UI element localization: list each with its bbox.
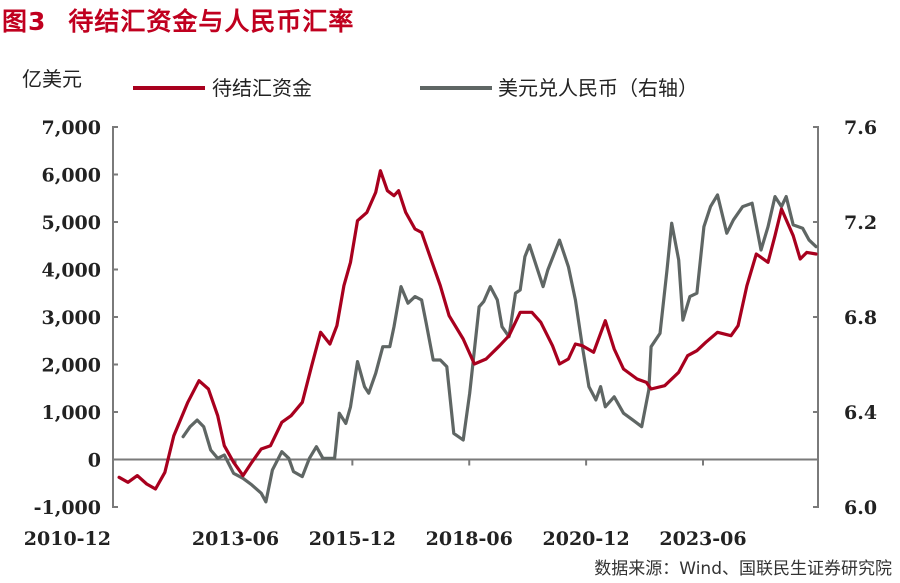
tick-labels: 7,000 6,000 5,000 4,000 3,000 2,000 1,000 0 -1,0…: [24, 117, 877, 550]
series-line-settlement-funds: [117, 169, 818, 491]
x-tick-label: 2023-06: [659, 528, 746, 550]
left-axis-unit: 亿美元: [22, 67, 82, 91]
legend: 待结汇资金 美元兑人民币（右轴）: [133, 76, 698, 100]
figure-title: 图3 待结汇资金与人民币汇率: [2, 2, 354, 38]
left-tick-label: 4,000: [42, 260, 102, 282]
right-tick-label: 6.4: [844, 402, 877, 424]
left-tick-label: 5,000: [42, 212, 102, 234]
legend-label-red: 待结汇资金: [212, 76, 312, 100]
source-note: 数据来源：Wind、国联民生证券研究院: [594, 559, 892, 579]
left-tick-label: 6,000: [42, 165, 102, 187]
left-tick-label: -1,000: [34, 497, 101, 519]
left-tick-label: 0: [88, 450, 101, 472]
legend-label-gray: 美元兑人民币（右轴）: [498, 76, 698, 100]
x-tick-label: 2018-06: [426, 528, 513, 550]
right-tick-label: 6.0: [844, 497, 877, 519]
left-tick-label: 1,000: [42, 402, 102, 424]
x-tick-label: 2010-12: [24, 528, 111, 550]
axes: [112, 126, 819, 508]
figure-title-text: 待结汇资金与人民币汇率: [68, 7, 355, 36]
x-tick-label: 2015-12: [309, 528, 396, 550]
x-tick-label: 2013-06: [192, 528, 279, 550]
left-tick-label: 7,000: [42, 117, 102, 139]
right-tick-label: 7.2: [844, 212, 877, 234]
series-group: [117, 169, 818, 504]
right-tick-label: 6.8: [844, 307, 877, 329]
figure-number: 图3: [2, 7, 47, 36]
right-tick-label: 7.6: [844, 117, 877, 139]
x-tick-label: 2020-12: [543, 528, 630, 550]
left-tick-label: 3,000: [42, 307, 102, 329]
left-tick-label: 2,000: [42, 355, 102, 377]
series-line-usdcny: [181, 193, 818, 504]
